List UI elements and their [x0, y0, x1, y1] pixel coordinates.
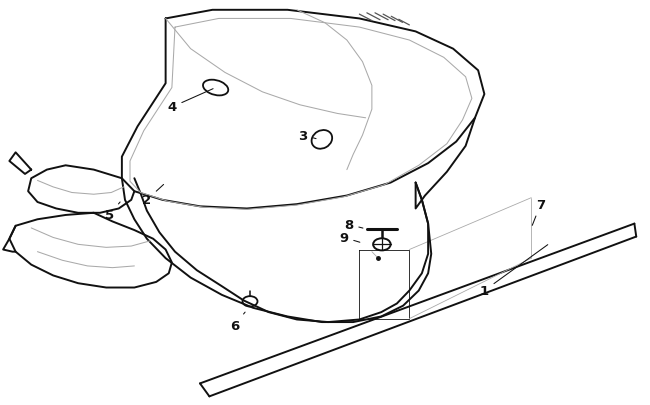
Text: 3: 3: [298, 129, 316, 142]
Text: 6: 6: [229, 312, 245, 332]
Text: 5: 5: [105, 202, 120, 222]
Text: 4: 4: [167, 90, 213, 114]
Text: 2: 2: [142, 185, 164, 207]
Text: 8: 8: [344, 218, 363, 231]
Text: 7: 7: [532, 198, 545, 226]
Text: 9: 9: [339, 231, 360, 244]
Text: 1: 1: [480, 245, 548, 297]
